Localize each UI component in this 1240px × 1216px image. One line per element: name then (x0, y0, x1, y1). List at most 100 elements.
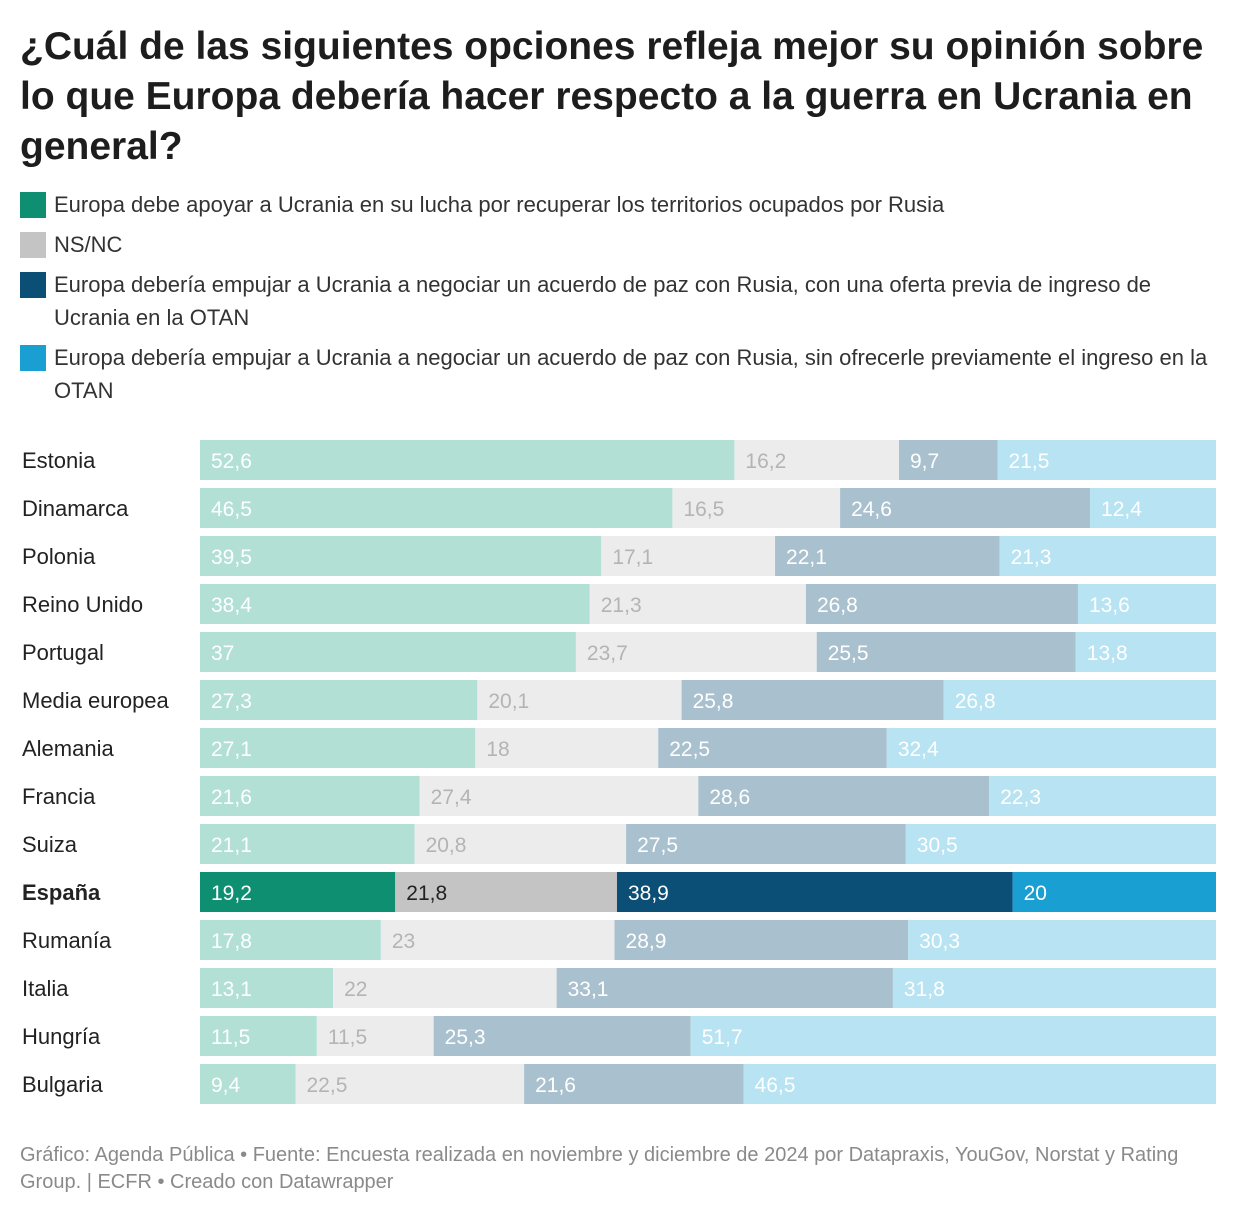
value-label-hungria-series-4: 51,7 (702, 1026, 743, 1049)
value-label-reino-unido-series-1: 38,4 (211, 594, 252, 617)
value-label-dinamarca-series-1: 46,5 (211, 498, 252, 521)
value-label-reino-unido-series-3: 26,8 (817, 594, 858, 617)
bar-reino-unido-series-4 (1077, 584, 1216, 624)
bar-rumania-series-3 (614, 920, 909, 960)
bar-suiza-series-2 (414, 824, 627, 864)
bar-portugal-series-4 (1075, 632, 1216, 672)
value-label-suiza-series-2: 20,8 (426, 834, 467, 857)
bar-espana-series-2 (395, 872, 617, 912)
bar-estonia-series-4 (997, 440, 1216, 480)
value-label-francia-series-2: 27,4 (431, 786, 472, 809)
value-label-portugal-series-2: 23,7 (587, 642, 628, 665)
value-label-portugal-series-1: 37 (211, 642, 234, 665)
value-label-espana-series-2: 21,8 (406, 882, 447, 905)
bar-rumania-series-1 (200, 920, 381, 960)
chart-title: ¿Cuál de las siguientes opciones refleja… (20, 25, 1204, 168)
bar-media-europea-series-3 (681, 680, 944, 720)
legend: Europa debe apoyar a Ucrania en su lucha… (20, 188, 1220, 414)
value-label-estonia-series-3: 9,7 (910, 450, 939, 473)
bar-francia-series-2 (419, 776, 699, 816)
bar-dinamarca-series-1 (200, 488, 673, 528)
legend-swatch-apoyar (20, 192, 46, 218)
legend-label-apoyar: Europa debe apoyar a Ucrania en su lucha… (54, 192, 945, 217)
value-label-portugal-series-3: 25,5 (828, 642, 869, 665)
bar-italia-series-2 (333, 968, 557, 1008)
category-label-suiza: Suiza (22, 832, 78, 857)
value-label-polonia-series-4: 21,3 (1011, 546, 1052, 569)
bar-espana-series-4 (1012, 872, 1216, 912)
footer-source: Gráfico: Agenda Pública • Fuente: Encues… (20, 1144, 1179, 1193)
value-label-media-europea-series-4: 26,8 (955, 690, 996, 713)
value-label-espana-series-1: 19,2 (211, 882, 252, 905)
value-label-alemania-series-1: 27,1 (211, 738, 252, 761)
value-label-italia-series-2: 22 (344, 978, 367, 1001)
bar-rumania-series-4 (908, 920, 1216, 960)
value-label-estonia-series-2: 16,2 (745, 450, 786, 473)
bar-estonia-series-1 (200, 440, 735, 480)
bar-media-europea-series-1 (200, 680, 478, 720)
legend-item-negociar-con-otan: Europa debería empujar a Ucrania a negoc… (20, 268, 1220, 334)
value-label-estonia-series-1: 52,6 (211, 450, 252, 473)
value-label-media-europea-series-2: 20,1 (488, 690, 529, 713)
value-label-alemania-series-3: 22,5 (669, 738, 710, 761)
bar-estonia-series-2 (734, 440, 900, 480)
bar-suiza-series-1 (200, 824, 415, 864)
bar-hungria-series-4 (690, 1016, 1216, 1056)
value-label-reino-unido-series-2: 21,3 (601, 594, 642, 617)
category-label-rumania: Rumanía (22, 928, 112, 953)
bar-media-europea-series-4 (943, 680, 1216, 720)
value-label-portugal-series-4: 13,8 (1087, 642, 1128, 665)
bar-italia-series-3 (556, 968, 893, 1008)
category-label-espana: España (22, 880, 101, 905)
bar-bulgaria-series-4 (743, 1064, 1216, 1104)
bar-alemania-series-3 (658, 728, 887, 768)
bar-portugal-series-1 (200, 632, 576, 672)
bar-francia-series-3 (698, 776, 990, 816)
bar-italia-series-4 (892, 968, 1216, 1008)
value-label-dinamarca-series-4: 12,4 (1101, 498, 1142, 521)
value-label-suiza-series-3: 27,5 (637, 834, 678, 857)
value-label-dinamarca-series-3: 24,6 (851, 498, 892, 521)
legend-item-nsnc: NS/NC (20, 228, 1220, 261)
stacked-bar-chart: Estonia 52,6 16,2 9,7 21,5 Dinamarca 46,5 16,5 2… (22, 440, 1216, 1104)
value-label-rumania-series-3: 28,9 (626, 930, 667, 953)
bar-reino-unido-series-3 (805, 584, 1078, 624)
bar-reino-unido-series-2 (589, 584, 806, 624)
bar-espana-series-1 (200, 872, 396, 912)
value-label-francia-series-1: 21,6 (211, 786, 252, 809)
value-label-rumania-series-1: 17,8 (211, 930, 252, 953)
category-label-francia: Francia (22, 784, 96, 809)
bar-portugal-series-3 (816, 632, 1076, 672)
bar-francia-series-1 (200, 776, 420, 816)
bar-portugal-series-2 (575, 632, 817, 672)
bar-polonia-series-1 (200, 536, 602, 576)
value-label-polonia-series-2: 17,1 (612, 546, 653, 569)
legend-item-apoyar: Europa debe apoyar a Ucrania en su lucha… (20, 188, 1220, 221)
value-label-hungria-series-1: 11,5 (211, 1026, 250, 1049)
bar-espana-series-3 (616, 872, 1013, 912)
legend-swatch-negociar-con-otan (20, 272, 46, 298)
value-label-dinamarca-series-2: 16,5 (683, 498, 724, 521)
bar-alemania-series-1 (200, 728, 476, 768)
bar-suiza-series-3 (626, 824, 906, 864)
value-label-estonia-series-4: 21,5 (1009, 450, 1050, 473)
bar-bulgaria-series-3 (524, 1064, 744, 1104)
value-label-suiza-series-4: 30,5 (917, 834, 958, 857)
value-label-italia-series-3: 33,1 (568, 978, 609, 1001)
legend-label-negociar-con-otan: Europa debería empujar a Ucrania a negoc… (54, 272, 1152, 330)
category-label-bulgaria: Bulgaria (22, 1072, 103, 1097)
category-label-portugal: Portugal (22, 640, 104, 665)
bar-hungria-series-1 (200, 1016, 317, 1056)
value-label-bulgaria-series-2: 22,5 (307, 1074, 348, 1097)
bar-hungria-series-3 (433, 1016, 691, 1056)
value-label-hungria-series-3: 25,3 (445, 1026, 486, 1049)
bar-hungria-series-2 (316, 1016, 434, 1056)
value-label-italia-series-1: 13,1 (211, 978, 252, 1001)
bar-polonia-series-2 (601, 536, 776, 576)
value-label-francia-series-3: 28,6 (709, 786, 750, 809)
bar-polonia-series-4 (999, 536, 1216, 576)
bar-dinamarca-series-2 (672, 488, 841, 528)
bar-dinamarca-series-3 (840, 488, 1091, 528)
value-label-alemania-series-4: 32,4 (898, 738, 939, 761)
bar-media-europea-series-2 (477, 680, 682, 720)
